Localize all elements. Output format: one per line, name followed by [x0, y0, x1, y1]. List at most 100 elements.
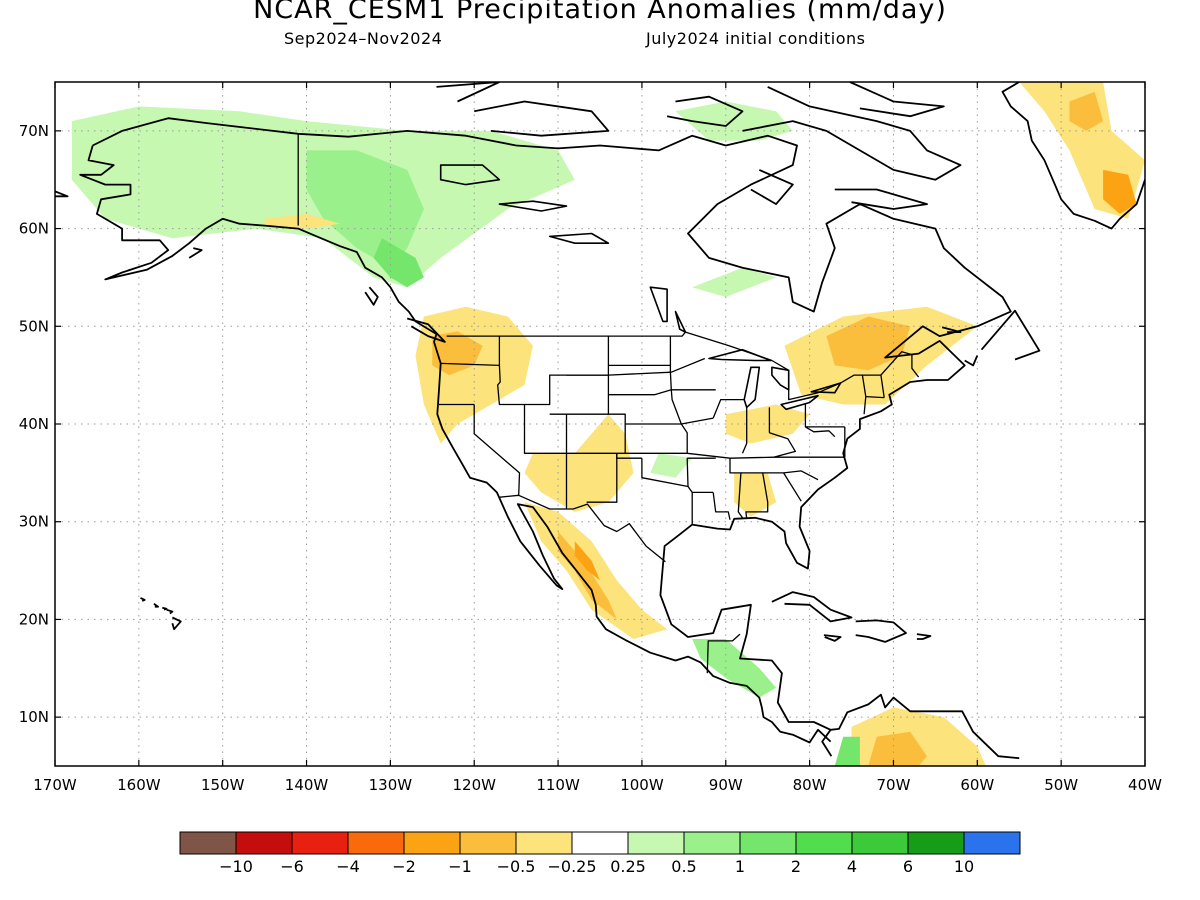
anomaly-region-hudson-north	[675, 101, 793, 141]
colorbar-swatch	[851, 831, 909, 855]
colorbar-swatch	[179, 831, 237, 855]
coastline	[941, 326, 962, 334]
x-tick-label: 130W	[369, 776, 413, 794]
colorbar-swatch	[739, 831, 797, 855]
political-border	[805, 426, 836, 438]
y-tick-label: 10N	[19, 708, 49, 726]
anomaly-region-quebec-wet	[692, 267, 777, 297]
colorbar-swatch	[571, 831, 629, 855]
x-tick-label: 120W	[452, 776, 496, 794]
political-border	[446, 331, 920, 401]
political-border	[686, 458, 689, 487]
lake-outline	[674, 310, 687, 333]
lake-outline	[439, 164, 501, 186]
y-tick-label: 60N	[19, 220, 49, 238]
anomaly-region-texas-wet	[650, 453, 693, 478]
coastline	[436, 82, 501, 103]
lake-outline	[498, 200, 568, 212]
coastline	[964, 355, 979, 367]
political-border	[586, 453, 618, 503]
political-border	[865, 395, 885, 399]
anomaly-region-colombia-wet	[834, 736, 860, 766]
lake-outline	[810, 382, 842, 394]
x-tick-label: 110W	[536, 776, 580, 794]
colorbar-swatch	[683, 831, 741, 855]
political-border	[549, 413, 714, 425]
coastline	[79, 145, 832, 744]
political-border	[473, 404, 521, 496]
longitude-axis: 170W 160W 150W 140W 130W 120W 110W 100W 90W 80W 70…	[33, 82, 1162, 794]
colorbar-label: −2	[392, 857, 416, 876]
anomaly-shading-layer	[71, 82, 1145, 766]
coastline	[166, 608, 174, 615]
x-tick-label: 80W	[793, 776, 827, 794]
initial-conditions: July2024 initial conditions	[646, 29, 866, 48]
coastline	[855, 619, 907, 643]
political-border	[762, 470, 819, 481]
political-border	[616, 453, 642, 459]
coastline	[188, 247, 203, 259]
anomaly-region-four-corners	[524, 414, 634, 512]
colorbar-swatch	[515, 831, 573, 855]
anomaly-region-mexico-core	[558, 531, 617, 620]
political-border	[712, 398, 745, 419]
political-border	[608, 389, 672, 396]
lake-outline	[649, 286, 668, 323]
anomaly-region-alaska-south-dry	[264, 213, 341, 229]
lake-outline	[771, 366, 790, 391]
x-tick-label: 100W	[620, 776, 664, 794]
political-border	[741, 407, 748, 454]
colorbar-label: 0.5	[671, 857, 696, 876]
y-tick-label: 70N	[19, 122, 49, 140]
political-border	[498, 494, 666, 563]
political-border	[523, 404, 845, 459]
y-tick-label: 50N	[19, 317, 49, 335]
coastline	[666, 95, 744, 127]
colorbar-swatch	[963, 831, 1021, 855]
colorbar-swatch	[627, 831, 685, 855]
colorbar-label: −0.25	[547, 857, 596, 876]
coastline	[153, 603, 160, 608]
colorbar-label: −6	[280, 857, 304, 876]
colorbar-label: 6	[903, 857, 913, 876]
coastline	[171, 616, 182, 631]
forecast-period: Sep2024–Nov2024	[284, 29, 443, 48]
latitude-axis: 10N 20N 30N 40N 50N 60N 70N	[19, 122, 1145, 726]
x-tick-label: 140W	[285, 776, 329, 794]
anomaly-region-central-america	[692, 639, 777, 698]
coastlines-layer	[55, 82, 1145, 760]
anomaly-region-gulf-southeast	[734, 472, 777, 517]
political-border	[880, 375, 885, 398]
coastline	[1001, 82, 1145, 230]
map-title: NCAR_CESM1 Precipitation Anomalies (mm/d…	[253, 0, 947, 25]
colorbar-label: −0.5	[497, 857, 536, 876]
political-borders-layer	[297, 133, 920, 674]
lake-outline	[780, 394, 819, 411]
political-border	[783, 472, 802, 502]
y-tick-label: 20N	[19, 610, 49, 628]
anomaly-region-venezuela-core	[868, 731, 927, 766]
political-border	[566, 357, 706, 376]
coastline	[162, 606, 168, 611]
political-border	[669, 336, 682, 425]
coastline	[771, 591, 853, 623]
coastline	[849, 82, 945, 118]
colorbar-label: 2	[791, 857, 801, 876]
coastline	[474, 100, 610, 137]
x-tick-label: 90W	[709, 776, 743, 794]
colorbar-swatch	[403, 831, 461, 855]
colorbar-swatch	[347, 831, 405, 855]
lake-outline	[743, 366, 761, 409]
colorbar-label: −4	[336, 857, 360, 876]
anomaly-region-greenland-south	[1103, 169, 1137, 214]
x-tick-label: 60W	[960, 776, 994, 794]
political-border	[712, 492, 731, 520]
colorbar: −10 −6 −4 −2 −1 −0.5 −0.25 0.25 0.5 1 2 4 6 10	[179, 831, 1021, 876]
anomaly-region-bc-coast	[373, 238, 424, 288]
lake-outline	[708, 348, 772, 362]
x-tick-label: 150W	[201, 776, 245, 794]
x-tick-label: 40W	[1128, 776, 1162, 794]
x-tick-label: 50W	[1044, 776, 1078, 794]
coastline	[821, 729, 833, 757]
